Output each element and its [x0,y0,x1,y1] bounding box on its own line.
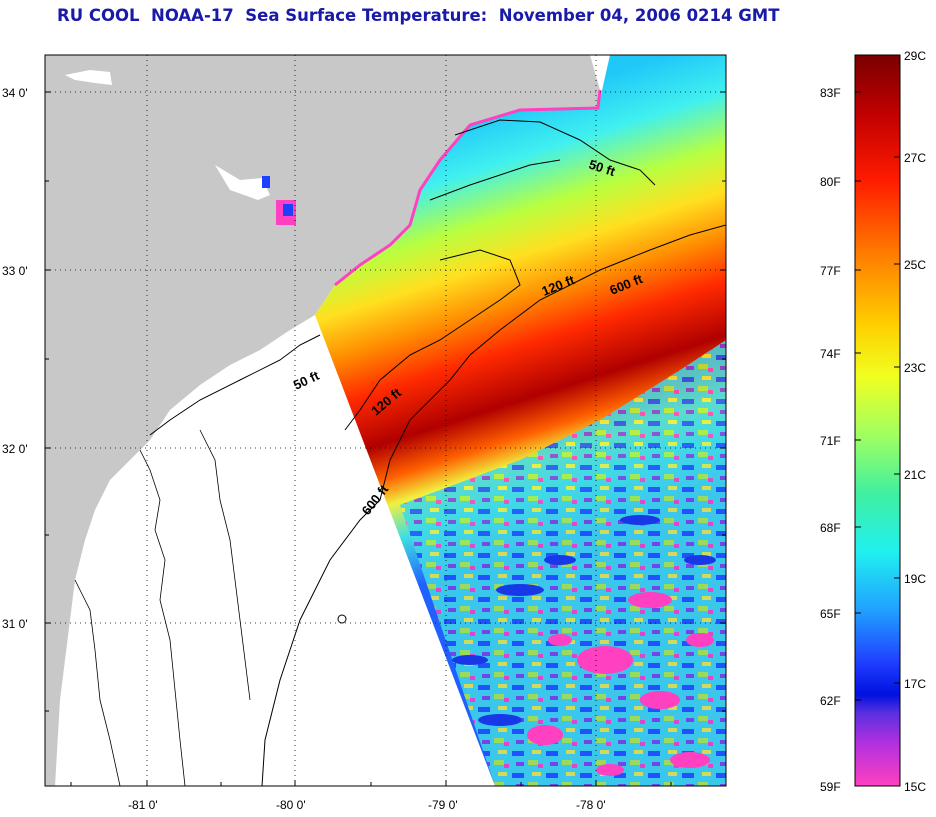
colorbar-ticks [855,54,900,787]
cb-c-25: 25C [904,258,926,272]
coastal-cold-fringe [334,89,602,287]
cb-f-77: 77F [820,264,841,278]
lat-label-32: 32 0' [2,442,28,456]
lon-label-80: -80 0' [276,798,306,812]
cb-f-59: 59F [820,780,841,794]
cb-c-15: 15C [904,780,926,794]
land-mass [45,55,600,786]
bathymetry-contours [149,119,726,786]
lon-label-78: -78 0' [576,798,606,812]
coastline-detail [74,429,251,786]
blue-patches [452,515,716,726]
plot-frame [44,54,727,787]
cb-f-68: 68F [820,521,841,535]
lat-label-34: 34 0' [2,86,28,100]
cb-c-21: 21C [904,468,926,482]
lon-label-79: -79 0' [428,798,458,812]
cb-c-19: 19C [904,572,926,586]
lat-label-31: 31 0' [2,617,28,631]
cb-c-29: 29C [904,49,926,63]
cb-c-17: 17C [904,677,926,691]
cb-f-71: 71F [820,434,841,448]
cb-f-65: 65F [820,607,841,621]
lat-label-33: 33 0' [2,264,28,278]
axis-ticks [45,91,726,786]
cb-f-80: 80F [820,175,841,189]
lon-label-81: -81 0' [128,798,158,812]
colorbar [854,54,901,787]
cb-f-74: 74F [820,347,841,361]
cb-f-62: 62F [820,694,841,708]
inland-lakes [65,70,296,225]
cold-patches [527,592,714,776]
graticule [45,55,726,786]
cb-c-27: 27C [904,151,926,165]
map-title: RU COOL NOAA-17 Sea Surface Temperature:… [57,6,780,25]
cb-f-83: 83F [820,86,841,100]
cb-c-23: 23C [904,361,926,375]
